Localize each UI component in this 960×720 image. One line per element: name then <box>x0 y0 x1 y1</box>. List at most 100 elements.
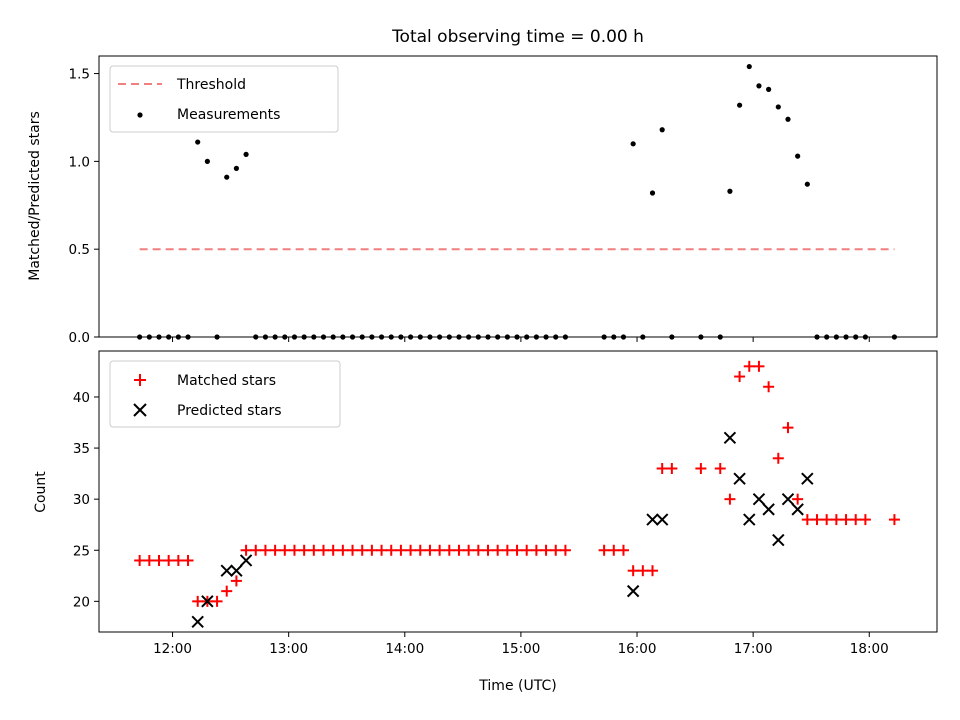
predicted-star-marker <box>772 533 785 547</box>
matched-star-marker <box>724 493 736 505</box>
predicted-star-marker <box>733 472 746 485</box>
measurement-point <box>853 334 859 340</box>
measurement-point <box>746 63 752 70</box>
matched-star-marker <box>259 544 271 556</box>
measurement-point <box>456 334 462 340</box>
measurement-point <box>369 334 375 340</box>
matched-star-marker <box>540 544 552 556</box>
matched-star-marker <box>714 463 726 475</box>
matched-star-marker <box>492 544 504 556</box>
legend-predicted-swatch <box>133 403 147 417</box>
measurement-point <box>466 334 472 340</box>
y-tick-label: 0.5 <box>69 242 90 258</box>
measurement-point <box>214 334 220 340</box>
predicted-star-marker <box>230 564 243 577</box>
matched-star-marker <box>511 544 523 556</box>
y-tick-label: 20 <box>73 594 90 610</box>
matched-star-marker <box>656 463 668 475</box>
measurement-point <box>795 153 801 159</box>
predicted-star-marker <box>801 472 814 485</box>
predicted-star-marker <box>791 503 804 516</box>
measurement-point <box>601 334 607 340</box>
measurement-point <box>330 334 336 340</box>
x-axis-label: Time (UTC) <box>478 678 556 694</box>
measurement-point <box>427 334 433 340</box>
legend-predicted-label: Predicted stars <box>177 403 282 419</box>
matched-star-marker <box>559 544 571 556</box>
measurement-point <box>495 334 501 340</box>
matched-star-marker <box>192 595 204 607</box>
matched-star-marker <box>395 544 407 556</box>
x-tick-label: 14:00 <box>385 641 424 657</box>
measurement-point <box>437 334 443 340</box>
measurement-point <box>640 334 646 340</box>
predicted-star-marker <box>646 513 659 526</box>
x-tick-label: 13:00 <box>269 641 308 657</box>
measurement-point <box>311 334 317 340</box>
matched-star-marker <box>501 544 513 556</box>
predicted-star-marker <box>191 615 204 628</box>
matched-star-marker <box>521 544 533 556</box>
matched-star-marker <box>608 544 620 556</box>
matched-star-marker <box>240 544 252 556</box>
matched-star-marker <box>666 463 678 475</box>
matched-star-marker <box>134 554 146 566</box>
bottom-legend-box <box>109 360 341 428</box>
matched-star-marker <box>308 544 320 556</box>
matched-star-marker <box>463 544 475 556</box>
matched-star-marker <box>647 565 659 577</box>
matched-star-marker <box>772 452 784 464</box>
measurement-point <box>543 334 549 340</box>
measurement-point <box>340 334 346 340</box>
matched-star-marker <box>888 514 900 526</box>
x-tick-label: 18:00 <box>850 641 889 657</box>
measurement-point <box>185 334 191 340</box>
matched-star-marker <box>472 544 484 556</box>
measurement-point <box>649 190 656 196</box>
y-tick-label: 1.0 <box>69 154 90 170</box>
matched-star-marker <box>414 544 426 556</box>
matched-star-marker <box>376 544 388 556</box>
matched-star-marker <box>211 595 223 607</box>
x-tick-label: 16:00 <box>618 641 657 657</box>
legend-threshold-label: Threshold <box>176 77 246 93</box>
measurement-point <box>504 334 510 340</box>
measurement-point <box>553 334 559 340</box>
measurement-point <box>620 334 627 340</box>
measurement-point <box>775 104 781 110</box>
measurement-point <box>698 334 704 340</box>
matched-star-marker <box>347 544 359 556</box>
measurement-point <box>301 334 307 340</box>
measurement-point <box>562 334 569 340</box>
matched-star-marker <box>734 371 746 383</box>
measurement-point <box>862 334 868 340</box>
measurement-point <box>195 139 201 145</box>
matched-star-marker <box>598 544 610 556</box>
matched-star-marker <box>153 554 165 566</box>
measurement-point <box>485 334 491 340</box>
predicted-star-marker <box>239 554 253 567</box>
y-tick-label: 40 <box>73 390 90 406</box>
predicted-star-marker <box>752 492 766 506</box>
measurement-point <box>398 334 404 340</box>
matched-star-marker <box>763 381 775 393</box>
matched-star-marker <box>385 544 397 556</box>
matched-star-marker <box>327 544 339 556</box>
measurement-point <box>146 334 152 340</box>
measurement-point <box>233 165 240 171</box>
measurement-point <box>475 334 481 340</box>
matched-star-marker <box>550 544 562 556</box>
legend-measurements-swatch <box>137 112 143 118</box>
measurement-point <box>833 334 839 340</box>
predicted-star-marker <box>626 584 640 598</box>
measurement-point <box>891 334 898 340</box>
matched-star-marker <box>753 360 765 372</box>
matched-star-marker <box>743 360 755 372</box>
matched-star-marker <box>317 544 329 556</box>
measurement-point <box>359 334 365 340</box>
matched-star-marker <box>637 565 649 577</box>
measurement-point <box>272 334 278 340</box>
measurement-point <box>378 334 385 340</box>
matched-star-marker <box>695 463 707 475</box>
